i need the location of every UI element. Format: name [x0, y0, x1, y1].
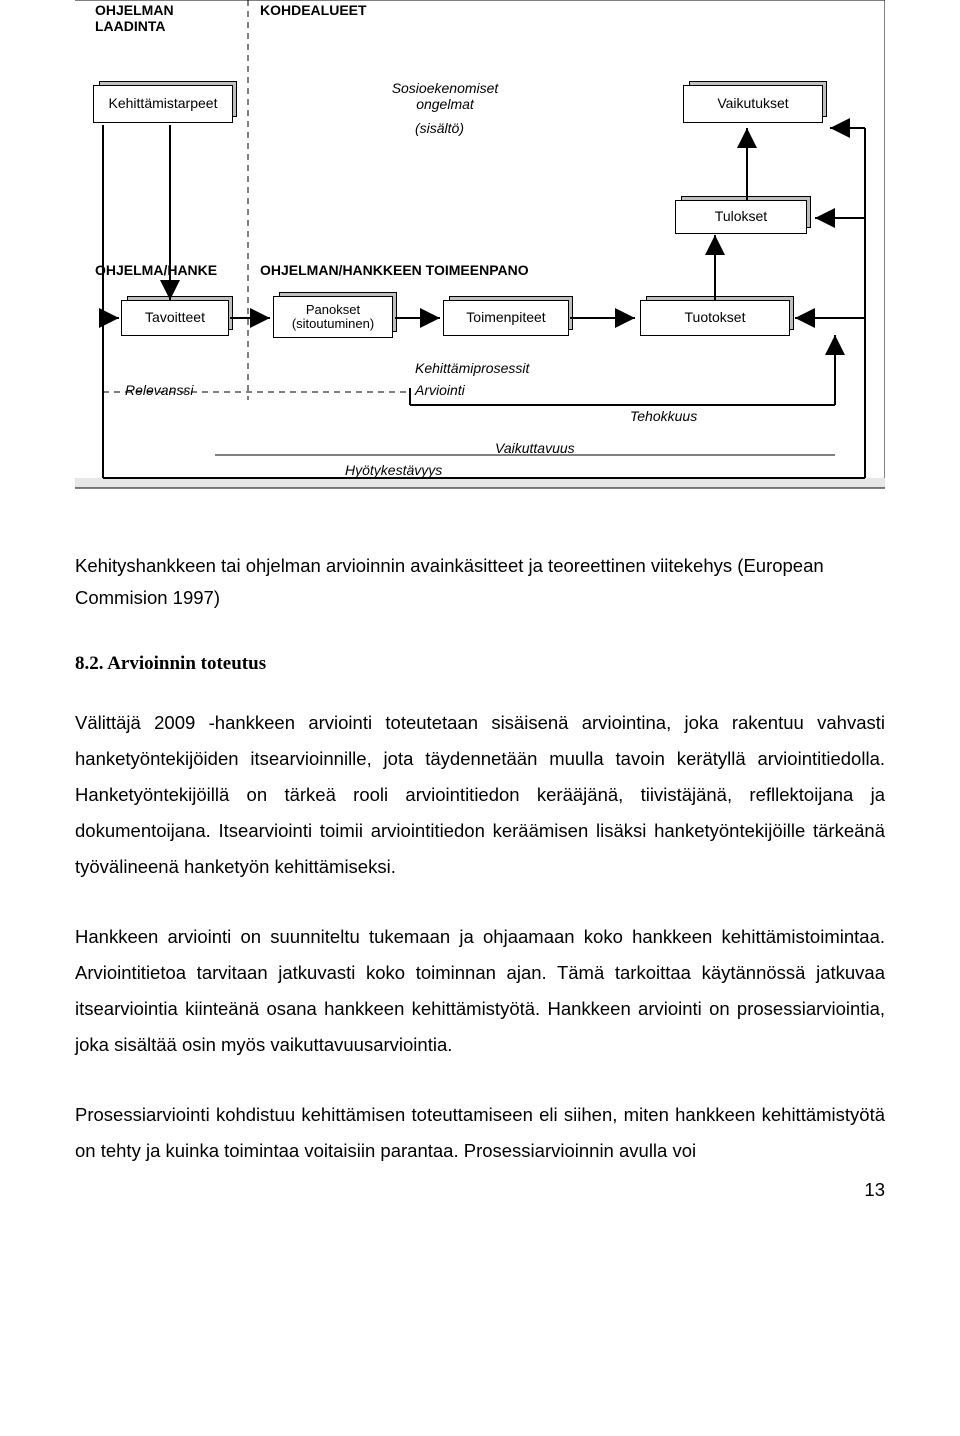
box-text: Tuotokset — [685, 310, 746, 325]
box-kehittamistarpeet: Kehittämistarpeet — [93, 85, 233, 123]
box-text: Panokset (sitoutuminen) — [292, 303, 374, 332]
paragraph-2: Hankkeen arviointi on suunniteltu tukema… — [75, 919, 885, 1063]
page: OHJELMAN LAADINTA KOHDEALUEET Kehittämis… — [0, 0, 960, 1241]
box-text: Kehittämistarpeet — [109, 96, 218, 111]
label-sisalto: (sisältö) — [415, 120, 464, 136]
label-tehokkuus: Tehokkuus — [630, 408, 697, 424]
box-tavoitteet: Tavoitteet — [121, 300, 229, 336]
label-vaikuttavuus: Vaikuttavuus — [495, 440, 575, 456]
label-hyotykestavyys: Hyötykestävyys — [345, 462, 442, 478]
label-ohjelma-hanke: OHJELMA/HANKE — [95, 262, 217, 278]
box-text: Tavoitteet — [145, 310, 205, 325]
box-tuotokset: Tuotokset — [640, 300, 790, 336]
label-kehittamisprosessit: Kehittämiprosessit — [415, 360, 529, 376]
box-text: Tulokset — [715, 209, 767, 224]
diagram-caption: Kehityshankkeen tai ohjelman arvioinnin … — [75, 550, 885, 615]
box-panokset: Panokset (sitoutuminen) — [273, 296, 393, 338]
label-kohdealueet: KOHDEALUEET — [260, 2, 367, 18]
page-number: 13 — [75, 1179, 885, 1201]
box-vaikutukset: Vaikutukset — [683, 85, 823, 123]
label-toimeenpano: OHJELMAN/HANKKEEN TOIMEENPANO — [260, 262, 529, 278]
paragraph-1: Välittäjä 2009 -hankkeen arviointi toteu… — [75, 705, 885, 885]
paragraph-3: Prosessiarviointi kohdistuu kehittämisen… — [75, 1097, 885, 1169]
diagram-lines — [75, 0, 885, 510]
label-sosioekenomiset: Sosioekenomiset ongelmat — [375, 80, 515, 112]
box-tulokset: Tulokset — [675, 200, 807, 234]
section-heading: 8.2. Arvioinnin toteutus — [75, 653, 885, 675]
label-ohjelman-laadinta: OHJELMAN LAADINTA — [95, 2, 174, 34]
flowchart-diagram: OHJELMAN LAADINTA KOHDEALUEET Kehittämis… — [75, 0, 885, 510]
label-relevanssi: Relevanssi — [125, 382, 193, 398]
box-text: Vaikutukset — [717, 96, 788, 111]
box-toimenpiteet: Toimenpiteet — [443, 300, 569, 336]
label-arviointi: Arviointi — [415, 382, 465, 398]
box-text: Toimenpiteet — [466, 310, 545, 325]
